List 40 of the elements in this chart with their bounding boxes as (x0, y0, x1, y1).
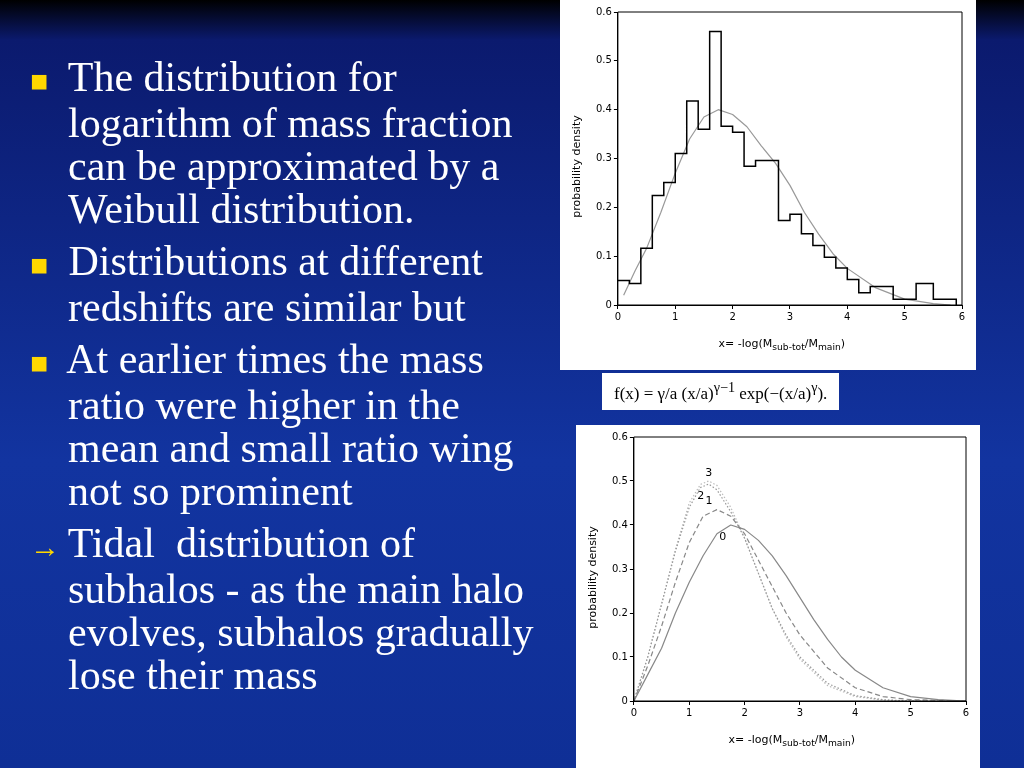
y-tick-label: 0.1 (612, 650, 628, 662)
y-tick-label: 0.2 (612, 606, 628, 618)
x-tick-label: 6 (962, 706, 970, 718)
series-label: 0 (719, 529, 727, 543)
x-axis-title: x= -log(M$_{sub-tot}$/M$_{main}$) (728, 733, 856, 749)
text: ■ The distribution for logarithm of mass fraction can be approximated by a Weibull distribution. (30, 54, 514, 232)
x-tick-label: 1 (672, 310, 679, 322)
text: → Tidal distribution of subhalos - as the main halo evolves, subhalos gradually lose their mass (30, 520, 535, 698)
y-tick-label: 0.4 (596, 103, 612, 115)
y-tick-label: 0.6 (596, 5, 612, 17)
y-tick-label: 0.6 (612, 430, 628, 442)
x-tick-label: 1 (686, 706, 693, 718)
y-tick-label: 0.2 (596, 200, 612, 212)
series-label: 1 (705, 494, 713, 508)
y-tick-label: 0.5 (612, 474, 628, 486)
y-tick-label: 0 (605, 298, 612, 310)
text: ■ At earlier times the mass ratio were higher in the mean and small ratio wing not so prominent (30, 336, 515, 514)
text: f(x) = γ/a (x/a)$^{γ−1}$ exp(−(x/a)$^{γ}$). (602, 373, 840, 410)
y-tick-label: 0.3 (596, 152, 612, 164)
x-tick-label: 5 (901, 310, 908, 322)
series-label: 2 (697, 488, 705, 502)
y-tick-label: 0.4 (612, 518, 628, 530)
y-tick-label: 0 (621, 694, 628, 706)
text: ■ Distributions at different redshifts are similar but (30, 238, 484, 330)
y-axis-title: probability density (569, 115, 583, 218)
x-tick-label: 4 (852, 706, 859, 718)
y-tick-label: 0.5 (596, 54, 612, 66)
y-tick-label: 0.3 (612, 562, 628, 574)
x-tick-label: 3 (786, 310, 794, 322)
x-tick-label: 2 (741, 706, 748, 718)
x-tick-label: 6 (958, 310, 966, 322)
series-label: 3 (705, 465, 713, 479)
x-tick-label: 5 (907, 706, 914, 718)
x-tick-label: 2 (729, 310, 736, 322)
y-axis-title: probability density (585, 525, 599, 629)
x-tick-label: 3 (796, 706, 804, 718)
x-tick-label: 4 (844, 310, 851, 322)
x-tick-label: 0 (630, 706, 638, 718)
y-tick-label: 0.1 (596, 249, 612, 261)
x-axis-title: x= -log(M$_{sub-tot}$/M$_{main}$) (718, 337, 846, 353)
